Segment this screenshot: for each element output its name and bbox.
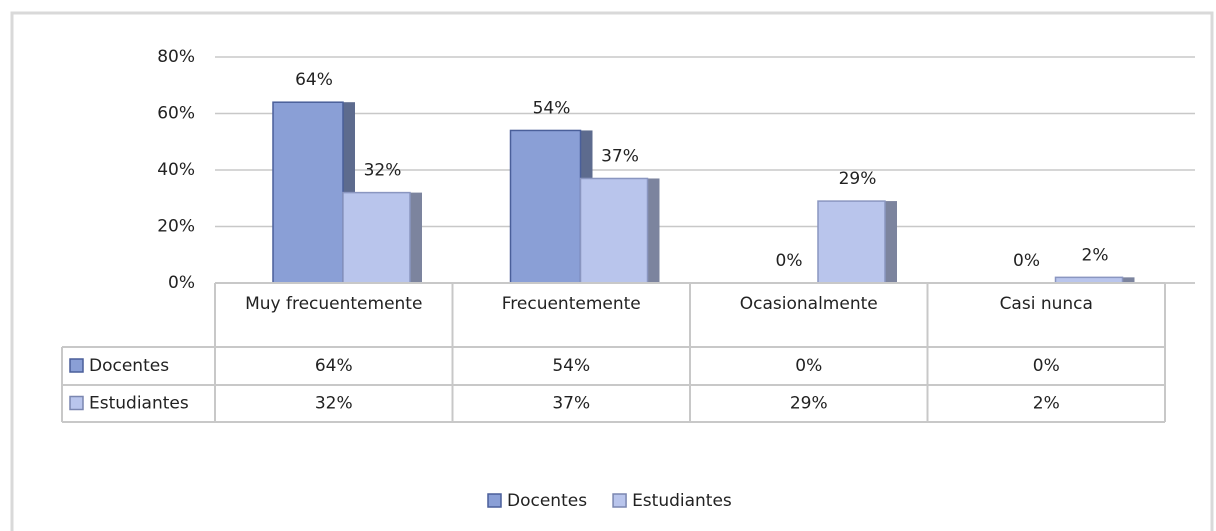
legend-key xyxy=(612,493,627,508)
bar xyxy=(817,200,886,284)
data-label: 0% xyxy=(1013,251,1040,271)
table-cell: 0% xyxy=(1033,356,1060,376)
table-row-label: Estudiantes xyxy=(89,394,189,414)
table-cell: 29% xyxy=(790,394,828,414)
legend-key xyxy=(487,493,502,508)
legend-label: Estudiantes xyxy=(632,491,732,511)
y-tick-label: 60% xyxy=(157,104,195,124)
data-label: 0% xyxy=(776,251,803,271)
data-label: 37% xyxy=(601,146,639,166)
table-cell: 64% xyxy=(315,356,353,376)
legend-key xyxy=(69,395,84,411)
x-tick-label: Frecuentemente xyxy=(502,294,641,314)
table-cell: 54% xyxy=(552,356,590,376)
x-tick-label: Ocasionalmente xyxy=(740,294,878,314)
bar-side xyxy=(410,192,422,283)
data-label: 29% xyxy=(839,169,877,189)
data-label: 32% xyxy=(364,161,402,181)
data-label: 2% xyxy=(1082,245,1109,265)
data-label: 64% xyxy=(295,70,333,90)
bar-side xyxy=(885,201,897,283)
table-cell: 0% xyxy=(795,356,822,376)
y-tick-label: 0% xyxy=(168,273,195,293)
y-tick-label: 40% xyxy=(157,160,195,180)
legend-key xyxy=(69,358,84,373)
bar xyxy=(342,191,411,284)
bar-side xyxy=(647,178,660,283)
y-tick-label: 80% xyxy=(157,47,195,67)
table-cell: 32% xyxy=(315,394,353,414)
bar xyxy=(579,177,649,284)
legend-label: Docentes xyxy=(507,491,587,511)
bar-side xyxy=(1122,277,1135,283)
x-tick-label: Casi nunca xyxy=(1000,294,1093,314)
table-cell: 2% xyxy=(1033,394,1060,414)
table-row-label: Docentes xyxy=(89,356,169,376)
bar xyxy=(509,129,582,284)
table-cell: 37% xyxy=(552,394,590,414)
y-tick-label: 20% xyxy=(157,217,195,237)
bar xyxy=(272,101,344,284)
data-label: 54% xyxy=(533,98,571,118)
x-tick-label: Muy frecuentemente xyxy=(245,294,422,314)
